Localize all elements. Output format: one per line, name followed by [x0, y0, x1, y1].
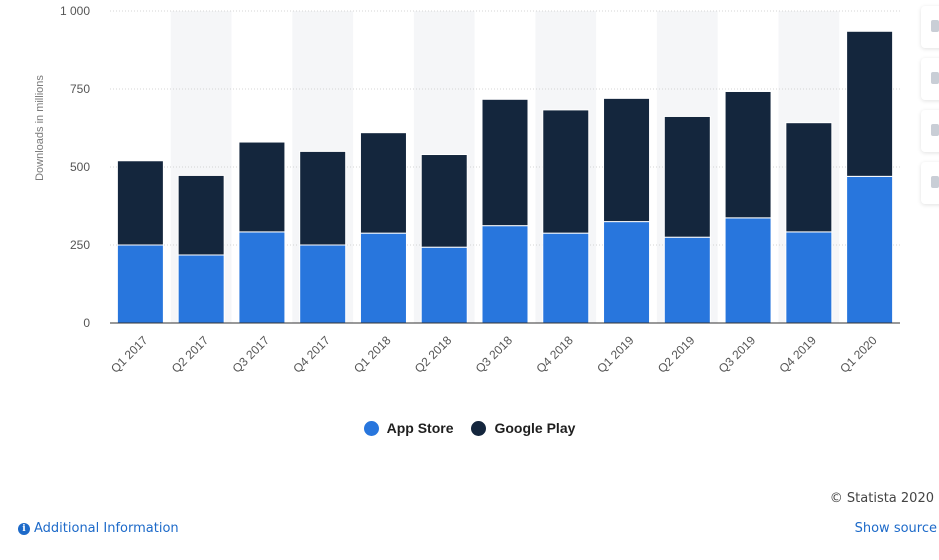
- x-tick-label: Q1 2019: [594, 333, 637, 376]
- copyright-text: © Statista 2020: [829, 491, 934, 506]
- bar-google-play[interactable]: [603, 97, 651, 223]
- x-tick-label: Q2 2018: [412, 333, 455, 376]
- y-tick-label: 500: [70, 160, 90, 174]
- x-tick-label: Q4 2019: [777, 333, 820, 376]
- bar-app-store[interactable]: [481, 225, 529, 324]
- bar-app-store[interactable]: [724, 217, 772, 324]
- x-tick-label: Q3 2018: [473, 333, 516, 376]
- legend: App Store Google Play: [0, 420, 939, 436]
- bar-google-play[interactable]: [177, 174, 225, 256]
- y-tick-label: 1 000: [60, 4, 90, 18]
- bar-app-store[interactable]: [420, 246, 468, 324]
- bell-icon: [931, 72, 939, 84]
- x-tick-label: Q3 2019: [716, 333, 759, 376]
- bar-google-play[interactable]: [481, 98, 529, 227]
- bar-app-store[interactable]: [116, 244, 164, 324]
- x-tick-label: Q1 2020: [837, 333, 880, 376]
- bar-app-store[interactable]: [359, 232, 407, 324]
- legend-label-app-store: App Store: [386, 420, 454, 436]
- bar-google-play[interactable]: [359, 132, 407, 234]
- x-tick-label: Q4 2018: [533, 333, 576, 376]
- share-button[interactable]: [921, 162, 939, 204]
- y-tick-label: 0: [83, 316, 90, 330]
- share-icon: [931, 176, 939, 188]
- x-tick-label: Q1 2017: [108, 333, 151, 376]
- x-tick-label: Q2 2017: [169, 333, 212, 376]
- bar-google-play[interactable]: [785, 122, 833, 233]
- y-axis-label: Downloads in millions: [34, 75, 46, 181]
- bar-app-store[interactable]: [299, 244, 347, 324]
- bar-app-store[interactable]: [238, 231, 286, 324]
- bar-app-store[interactable]: [603, 221, 651, 324]
- bar-google-play[interactable]: [299, 150, 347, 246]
- bar-google-play[interactable]: [846, 30, 894, 177]
- additional-information-label: Additional Information: [34, 521, 179, 536]
- bar-google-play[interactable]: [238, 141, 286, 233]
- bar-app-store[interactable]: [785, 231, 833, 324]
- additional-information-link[interactable]: i Additional Information: [18, 521, 179, 536]
- quote-icon: [931, 124, 939, 136]
- bar-google-play[interactable]: [724, 90, 772, 219]
- app-store-dot-icon: [363, 420, 379, 436]
- bar-google-play[interactable]: [420, 154, 468, 248]
- bar-google-play[interactable]: [663, 115, 711, 238]
- legend-item-google-play[interactable]: Google Play: [471, 420, 575, 436]
- show-source-link[interactable]: Show source: [854, 521, 937, 536]
- legend-item-app-store[interactable]: App Store: [363, 420, 454, 436]
- notification-button[interactable]: [921, 58, 939, 100]
- y-tick-label: 750: [70, 82, 90, 96]
- bar-app-store[interactable]: [663, 236, 711, 324]
- bar-google-play[interactable]: [542, 109, 590, 234]
- chart: 0 250 500 750 1 000 Q1 2017 Q2 2017 Q3 2017 Q4 …: [34, 4, 900, 376]
- info-icon: i: [18, 522, 30, 535]
- bar-google-play[interactable]: [116, 160, 164, 246]
- x-tick-label: Q3 2017: [230, 333, 273, 376]
- x-tick-label: Q4 2017: [290, 333, 333, 376]
- bar-app-store[interactable]: [177, 254, 225, 324]
- plus-icon: [931, 20, 939, 32]
- legend-label-google-play: Google Play: [494, 420, 576, 436]
- x-tick-label: Q2 2019: [655, 333, 698, 376]
- x-tick-label: Q1 2018: [351, 333, 394, 376]
- y-tick-label: 250: [70, 238, 90, 252]
- google-play-dot-icon: [471, 420, 487, 436]
- add-button[interactable]: [921, 6, 939, 48]
- cite-button[interactable]: [921, 110, 939, 152]
- bar-app-store[interactable]: [542, 232, 590, 324]
- bar-app-store[interactable]: [846, 175, 894, 324]
